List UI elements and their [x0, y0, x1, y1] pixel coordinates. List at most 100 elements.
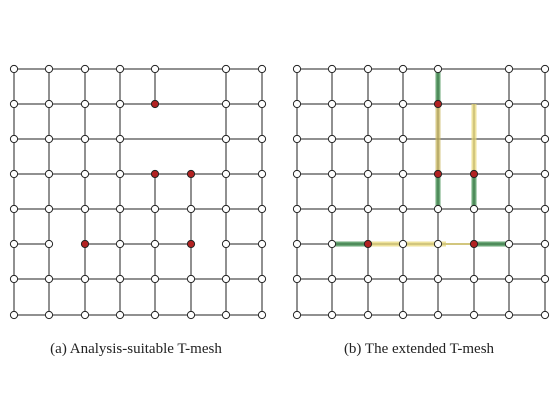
mesh-right: [292, 64, 550, 320]
vertex: [80, 134, 90, 144]
vertex: [186, 204, 196, 214]
vertex: [292, 239, 302, 249]
vertex: [469, 204, 479, 214]
vertex-t-junction: [186, 239, 196, 249]
vertex-t-junction: [186, 169, 196, 179]
vertex: [363, 310, 373, 320]
vertex: [115, 310, 125, 320]
vertex: [433, 64, 443, 74]
vertex: [433, 310, 443, 320]
vertex: [80, 64, 90, 74]
vertex-t-junction: [469, 169, 479, 179]
vertex: [398, 64, 408, 74]
vertex: [9, 204, 19, 214]
vertex: [504, 169, 514, 179]
vertex: [504, 204, 514, 214]
vertex-t-junction: [433, 169, 443, 179]
vertex: [150, 274, 160, 284]
vertex: [363, 274, 373, 284]
vertex: [469, 274, 479, 284]
vertex: [257, 134, 267, 144]
vertex: [257, 239, 267, 249]
vertex: [327, 64, 337, 74]
vertex: [80, 99, 90, 109]
vertex: [150, 239, 160, 249]
vertex: [44, 274, 54, 284]
vertex: [363, 169, 373, 179]
vertex: [540, 169, 550, 179]
vertex: [257, 204, 267, 214]
vertex: [221, 310, 231, 320]
vertex: [257, 99, 267, 109]
vertex: [80, 204, 90, 214]
vertex: [150, 310, 160, 320]
vertex: [257, 169, 267, 179]
vertex: [540, 134, 550, 144]
vertex: [292, 169, 302, 179]
vertex: [327, 134, 337, 144]
vertex: [398, 99, 408, 109]
vertex: [398, 274, 408, 284]
vertex: [540, 310, 550, 320]
vertex: [433, 204, 443, 214]
vertex: [363, 204, 373, 214]
vertex: [327, 204, 337, 214]
vertex: [44, 204, 54, 214]
vertex: [398, 134, 408, 144]
vertex: [540, 99, 550, 109]
vertex: [186, 310, 196, 320]
vertex-t-junction: [150, 169, 160, 179]
vertex: [115, 99, 125, 109]
vertex: [221, 64, 231, 74]
vertex: [44, 134, 54, 144]
vertex: [9, 310, 19, 320]
caption-left: (a) Analysis-suitable T-mesh: [50, 341, 222, 357]
vertex: [9, 64, 19, 74]
caption-right: (b) The extended T-mesh: [344, 341, 495, 357]
vertex: [504, 99, 514, 109]
vertex: [327, 310, 337, 320]
vertex-t-junction: [80, 239, 90, 249]
vertex: [115, 134, 125, 144]
vertex: [221, 274, 231, 284]
vertex: [363, 134, 373, 144]
vertex: [504, 310, 514, 320]
vertex: [221, 204, 231, 214]
vertex: [363, 99, 373, 109]
vertex: [150, 64, 160, 74]
vertex: [9, 169, 19, 179]
vertex: [150, 204, 160, 214]
vertex: [504, 134, 514, 144]
vertex-t-junction: [363, 239, 373, 249]
vertex: [292, 204, 302, 214]
vertex: [115, 169, 125, 179]
vertex: [257, 64, 267, 74]
vertex: [80, 310, 90, 320]
vertex: [115, 274, 125, 284]
vertex: [44, 64, 54, 74]
vertex: [44, 239, 54, 249]
vertex: [469, 310, 479, 320]
vertex: [540, 274, 550, 284]
vertex: [80, 169, 90, 179]
vertex: [257, 310, 267, 320]
vertex: [186, 274, 196, 284]
vertex-t-junction: [150, 99, 160, 109]
vertex-t-junction: [469, 239, 479, 249]
vertex: [44, 169, 54, 179]
vertex: [221, 169, 231, 179]
vertex: [9, 134, 19, 144]
vertex: [504, 274, 514, 284]
vertex: [504, 64, 514, 74]
vertex: [292, 64, 302, 74]
vertex: [257, 274, 267, 284]
vertex: [540, 239, 550, 249]
vertex: [221, 239, 231, 249]
vertex: [433, 274, 443, 284]
vertex: [433, 239, 443, 249]
vertex: [44, 99, 54, 109]
vertex: [504, 239, 514, 249]
vertex: [44, 310, 54, 320]
